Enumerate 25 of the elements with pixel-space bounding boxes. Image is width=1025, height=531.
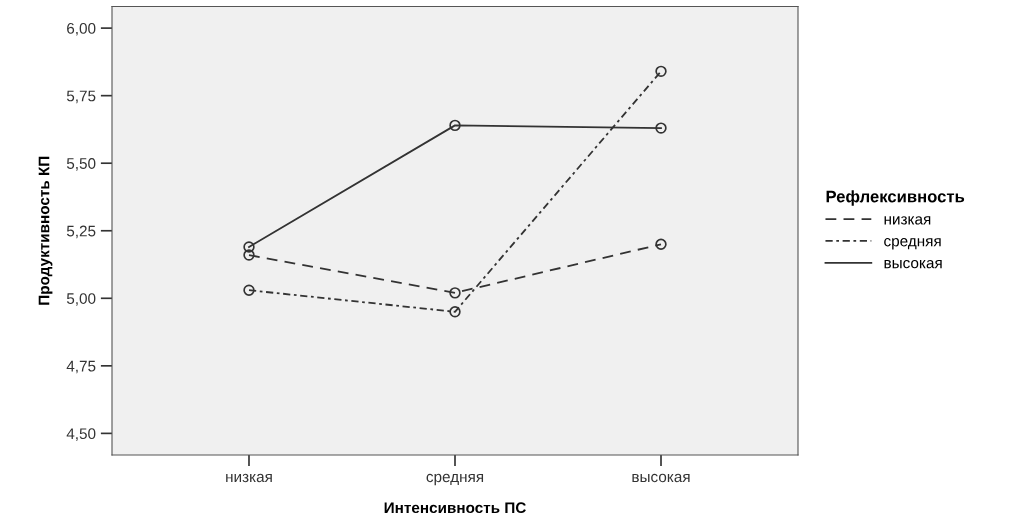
point [655,238,667,250]
y-tick-label: 6,00 [67,22,96,36]
x-tick-label: высокая [632,473,690,483]
y-tick-label: 5,50 [66,158,96,171]
point [655,65,667,78]
y-tick-label: 5,25 [66,225,96,239]
y-tick-label: 5,00 [66,293,96,306]
x-tick-label: низкая [226,473,272,483]
y-axis-title: Продуктивность КП [38,156,53,305]
legend-title: Рефлексивность [826,190,965,206]
legend-label: высокая [884,259,942,269]
y-tick-label: 4,75 [66,360,96,374]
point [655,122,667,134]
legend-label: средняя [884,238,941,250]
point [449,119,461,132]
y-tick-label: 4,50 [66,428,96,441]
x-axis-title: Интенсивность ПС [384,502,526,514]
legend-label: низкая [884,216,931,225]
point [449,287,461,299]
point [243,249,255,261]
x-tick-label: средняя [426,473,484,486]
point [243,284,255,296]
point [449,306,461,318]
y-tick-label: 5,75 [66,90,96,104]
point [243,241,255,253]
